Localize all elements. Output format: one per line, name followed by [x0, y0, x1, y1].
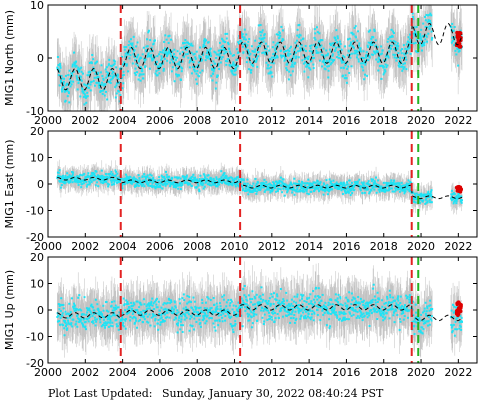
x-tick-label: 2006	[146, 366, 174, 379]
footer: Plot Last Updated: Sunday, January 30, 2…	[48, 387, 389, 400]
x-tick-label: 2014	[295, 240, 323, 253]
x-tick-label: 2000	[34, 366, 62, 379]
x-tick-label: 2016	[332, 240, 360, 253]
x-tick-label: 2008	[183, 240, 211, 253]
x-tick-label: 2018	[370, 240, 398, 253]
plot-area	[56, 131, 464, 237]
y-tick-label: 0	[37, 178, 44, 191]
y-tick-label: -10	[26, 205, 44, 218]
x-tick-label: 2008	[183, 114, 211, 127]
x-tick-label: 2006	[146, 240, 174, 253]
y-tick-label: 10	[30, 0, 44, 12]
x-tick-label: 2022	[444, 366, 472, 379]
x-tick-label: 2018	[370, 114, 398, 127]
x-tick-label: 2014	[295, 366, 323, 379]
y-tick-label: 20	[30, 125, 44, 138]
plot-area	[56, 257, 464, 363]
x-tick-label: 2020	[407, 366, 435, 379]
recent-points	[454, 184, 463, 194]
x-tick-label: 2012	[258, 240, 286, 253]
y-axis-label: MIG1 East (mm)	[3, 140, 16, 229]
x-tick-label: 2022	[444, 114, 472, 127]
x-tick-label: 2012	[258, 114, 286, 127]
x-tick-label: 2018	[370, 366, 398, 379]
panel-2: -20 -10 0 10 20 MIG1 East (mm) 2000 2002 2004 200…	[3, 125, 478, 253]
x-tick-label: 2004	[109, 366, 137, 379]
x-tick-label: 2016	[332, 114, 360, 127]
x-tick-label: 2000	[34, 240, 62, 253]
y-tick-label: 20	[30, 251, 44, 264]
x-tick-label: 2020	[407, 240, 435, 253]
x-tick-label: 2010	[221, 366, 249, 379]
recent-points	[454, 300, 463, 318]
data-points	[56, 169, 464, 205]
y-tick-label: -20	[26, 357, 44, 370]
y-tick-label: 0	[37, 304, 44, 317]
footer-label: Plot Last Updated:	[48, 387, 153, 400]
data-points	[56, 283, 464, 337]
x-tick-label: 2008	[183, 366, 211, 379]
x-tick-label: 2014	[295, 114, 323, 127]
panel-1: -10 0 10 MIG1 North (mm) 2000 2002 2004 2006 200…	[3, 0, 478, 127]
y-tick-label: 10	[30, 152, 44, 165]
x-tick-label: 2020	[407, 114, 435, 127]
x-tick-label: 2000	[34, 114, 62, 127]
y-tick-label: 10	[30, 278, 44, 291]
x-tick-label: 2022	[444, 240, 472, 253]
x-tick-label: 2016	[332, 366, 360, 379]
footer-timestamp: Sunday, January 30, 2022 08:40:24 PST	[161, 387, 384, 400]
x-tick-label: 2010	[221, 240, 249, 253]
panel-3: -20 -10 0 10 20 MIG1 Up (mm) 2000 2002 2004 2006 2…	[3, 251, 478, 379]
plot-area	[56, 5, 464, 111]
x-tick-label: 2004	[109, 240, 137, 253]
y-axis-label: MIG1 North (mm)	[3, 10, 16, 106]
model-line	[57, 304, 463, 322]
y-tick-label: 0	[37, 52, 44, 65]
error-bars	[57, 5, 463, 111]
model-line	[56, 23, 463, 92]
x-tick-label: 2004	[109, 114, 137, 127]
x-tick-label: 2002	[71, 114, 99, 127]
x-tick-label: 2002	[71, 366, 99, 379]
y-tick-label: -10	[26, 331, 44, 344]
x-tick-label: 2012	[258, 366, 286, 379]
y-tick-label: -10	[26, 105, 44, 118]
x-tick-label: 2006	[146, 114, 174, 127]
x-tick-label: 2010	[221, 114, 249, 127]
y-axis-label: MIG1 Up (mm)	[3, 270, 16, 350]
x-tick-label: 2002	[71, 240, 99, 253]
y-tick-label: -20	[26, 231, 44, 244]
model-line	[57, 176, 463, 200]
